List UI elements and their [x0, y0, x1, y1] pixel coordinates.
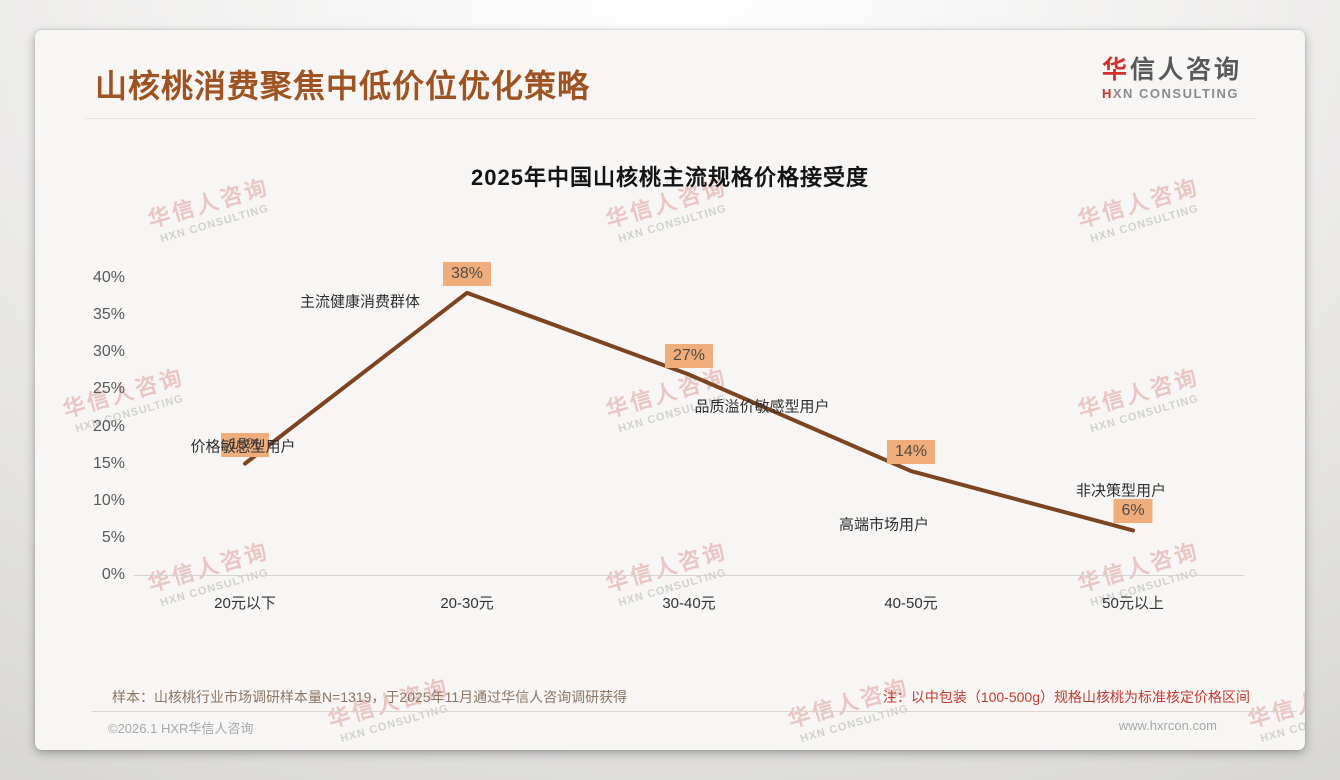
price-note: 注：以中包装（100-500g）规格山核桃为标准核定价格区间 — [882, 689, 1250, 705]
segment-annotation: 主流健康消费群体 — [299, 293, 421, 311]
segment-annotation: 非决策型用户 — [1075, 482, 1167, 500]
chart-title: 2025年中国山核桃主流规格价格接受度 — [471, 165, 869, 190]
y-axis-tick: 20% — [92, 417, 125, 435]
y-axis-tick: 10% — [92, 491, 125, 509]
x-axis-label: 40-50元 — [884, 595, 938, 612]
copyright-text: ©2026.1 HXR华信人咨询 — [108, 721, 254, 736]
trend-line — [243, 290, 1135, 533]
y-axis-tick: 25% — [92, 380, 125, 398]
data-point-badge: 6% — [1113, 499, 1153, 524]
footer-divider — [92, 711, 1297, 712]
header-divider — [85, 118, 1255, 119]
sample-note: 样本：山核桃行业市场调研样本量N=1319，于2025年11月通过华信人咨询调研… — [112, 689, 628, 705]
y-axis-tick: 35% — [92, 306, 125, 324]
y-axis-tick: 5% — [101, 528, 125, 546]
trend-line-svg — [243, 290, 1135, 533]
brand-en-rest: XN CONSULTING — [1112, 86, 1240, 101]
segment-annotation: 高端市场用户 — [838, 516, 930, 534]
slide-title: 山核桃消费聚焦中低价位优化策略 — [95, 66, 590, 106]
brand-logo-en: HXN CONSULTING — [1102, 86, 1242, 101]
x-axis-label: 30-40元 — [662, 595, 716, 612]
data-point-badge: 27% — [664, 343, 714, 368]
y-axis-tick: 40% — [92, 269, 125, 286]
brand-en-accent: H — [1101, 86, 1113, 101]
y-axis-tick: 30% — [92, 343, 125, 361]
y-axis-tick: 0% — [101, 566, 125, 583]
data-point-badge: 14% — [886, 440, 936, 465]
x-axis-label: 50元以上 — [1102, 595, 1164, 612]
y-axis-tick: 15% — [92, 454, 125, 472]
slide-card: 华信人咨询 HXN CONSULTING 华信人咨询 HXN CONSULTING 华信… — [35, 30, 1305, 750]
slide-title-text: 山核桃消费聚焦中低价位优化策略 — [95, 68, 591, 104]
segment-annotation: 价格敏感型用户 — [190, 438, 296, 456]
x-axis-baseline — [134, 575, 1244, 576]
website-text: www.hxrcon.com — [1118, 718, 1217, 733]
segment-annotation: 品质溢价敏感型用户 — [694, 398, 830, 416]
data-point-badge: 15% — [220, 432, 270, 457]
x-axis-label: 20元以下 — [214, 595, 276, 612]
brand-cn-accent: 华 — [1101, 56, 1130, 84]
brand-logo-cn: 华信人咨询 — [1102, 56, 1242, 84]
brand-logo: 华信人咨询 HXN CONSULTING — [1102, 56, 1242, 101]
data-point-badge: 38% — [442, 261, 492, 286]
x-axis-label: 20-30元 — [440, 595, 494, 612]
brand-cn-rest: 信人咨询 — [1129, 56, 1242, 84]
